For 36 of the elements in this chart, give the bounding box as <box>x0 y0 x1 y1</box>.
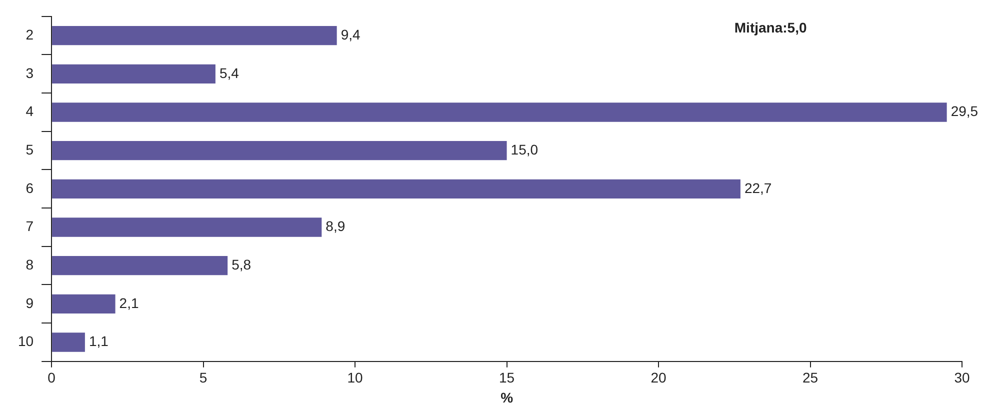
bar <box>52 64 216 84</box>
y-tick-label: 4 <box>26 103 34 120</box>
y-tick-label: 6 <box>26 180 34 196</box>
data-label: 29,5 <box>950 103 978 120</box>
x-tick-label: 0 <box>48 370 56 386</box>
bar <box>52 179 740 198</box>
x-axis-title: % <box>500 389 514 406</box>
bar <box>52 102 947 122</box>
y-tick-label: 5 <box>26 141 34 158</box>
y-tick-label: 9 <box>26 294 34 311</box>
data-label: 5,4 <box>219 64 240 81</box>
y-tick-label: 3 <box>26 64 34 81</box>
data-label: 5,8 <box>232 256 252 272</box>
bar <box>52 26 337 46</box>
bar <box>52 140 507 160</box>
x-tick-label: 20 <box>650 370 667 386</box>
data-label: 22,7 <box>744 180 772 196</box>
y-tick-label: 8 <box>26 256 34 272</box>
bar <box>52 294 116 314</box>
y-tick-label: 7 <box>26 218 34 234</box>
x-tick-label: 15 <box>498 370 515 386</box>
bar <box>52 218 322 237</box>
y-tick-label: 10 <box>18 333 34 350</box>
x-tick-label: 5 <box>199 370 208 386</box>
y-tick-label: 2 <box>26 26 34 42</box>
annotation: Mitjana:5,0 <box>734 19 807 36</box>
data-label: 9,4 <box>340 26 361 42</box>
data-label: 15,0 <box>510 141 538 158</box>
bar <box>52 332 85 352</box>
bar <box>52 256 228 276</box>
data-label: 2,1 <box>119 294 139 311</box>
data-label: 8,9 <box>326 218 346 234</box>
data-label: 1,1 <box>88 333 109 350</box>
x-tick-label: 30 <box>954 370 970 386</box>
x-tick-label: 10 <box>347 370 364 386</box>
x-tick-label: 25 <box>802 370 818 386</box>
